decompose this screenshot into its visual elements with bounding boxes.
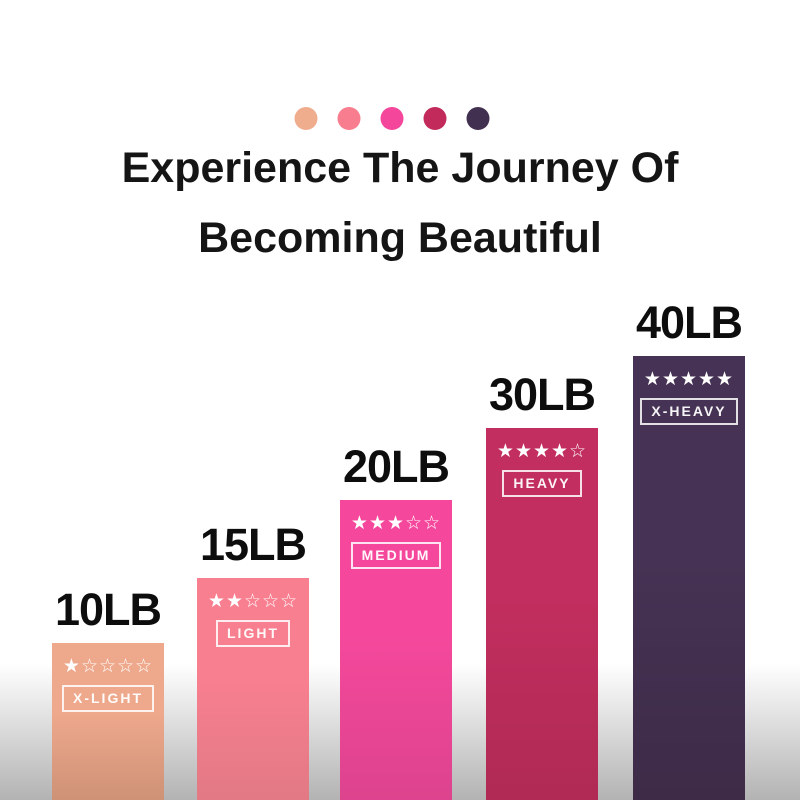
page-title-line1: Experience The Journey Of [121, 144, 679, 192]
level-badge: HEAVY [502, 470, 582, 497]
bar-30lb: ★★★★☆ HEAVY [486, 428, 598, 800]
page-title: Experience The Journey Of Becoming Beaut… [0, 133, 800, 273]
weight-label: 20LB [342, 441, 450, 492]
palette-dot-x-heavy [466, 107, 490, 130]
bar-group-40lb: 40LB ★★★★★ X-HEAVY [633, 298, 745, 800]
level-badge: X-HEAVY [640, 398, 738, 425]
weight-label: 30LB [488, 369, 596, 420]
weight-label: 15LB [199, 519, 307, 570]
bar-15lb: ★★☆☆☆ LIGHT [197, 578, 309, 800]
star-rating: ★★★☆☆ [350, 512, 442, 534]
bar-40lb: ★★★★★ X-HEAVY [633, 356, 745, 800]
star-rating: ★★★★☆ [496, 440, 588, 462]
level-badge: X-LIGHT [62, 685, 154, 712]
palette-dot-medium [380, 107, 404, 130]
weight-label: 40LB [635, 297, 743, 348]
palette-dot-x-light [294, 107, 318, 130]
star-rating: ★★★★★ [643, 368, 735, 390]
page-title-line2: Becoming Beautiful [198, 214, 602, 262]
palette-dot-heavy [423, 107, 447, 130]
bar-group-10lb: 10LB ★☆☆☆☆ X-LIGHT [52, 585, 164, 800]
bar-group-15lb: 15LB ★★☆☆☆ LIGHT [197, 520, 309, 800]
bar-20lb: ★★★☆☆ MEDIUM [340, 500, 452, 800]
palette-dot-light [337, 107, 361, 130]
bar-10lb: ★☆☆☆☆ X-LIGHT [52, 643, 164, 800]
bar-group-20lb: 20LB ★★★☆☆ MEDIUM [340, 442, 452, 800]
level-badge: LIGHT [216, 620, 290, 647]
weight-label: 10LB [54, 584, 162, 635]
palette-dots [294, 107, 490, 130]
star-rating: ★☆☆☆☆ [62, 655, 154, 677]
bar-group-30lb: 30LB ★★★★☆ HEAVY [486, 370, 598, 800]
level-badge: MEDIUM [350, 542, 442, 569]
star-rating: ★★☆☆☆ [207, 590, 299, 612]
